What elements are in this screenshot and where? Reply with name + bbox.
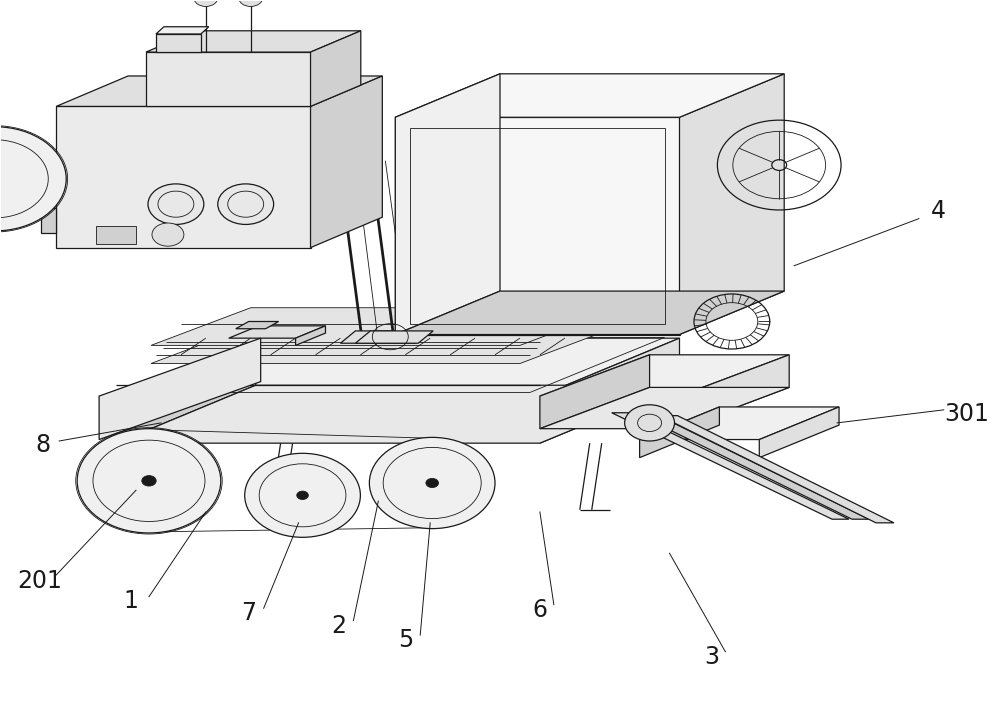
Polygon shape [395, 117, 680, 334]
Polygon shape [340, 331, 430, 343]
Polygon shape [540, 338, 680, 443]
Polygon shape [680, 355, 789, 429]
Polygon shape [612, 413, 849, 519]
Polygon shape [395, 291, 784, 334]
Circle shape [426, 478, 438, 488]
Polygon shape [96, 226, 136, 244]
Circle shape [239, 0, 263, 7]
Ellipse shape [0, 126, 66, 231]
Polygon shape [635, 413, 869, 519]
Polygon shape [660, 416, 894, 523]
Polygon shape [56, 106, 311, 248]
Polygon shape [540, 355, 789, 396]
Text: 2: 2 [331, 614, 346, 638]
Text: 5: 5 [398, 628, 413, 652]
Polygon shape [41, 208, 56, 233]
Polygon shape [116, 385, 680, 443]
Polygon shape [640, 407, 839, 440]
Polygon shape [156, 27, 209, 34]
Polygon shape [296, 326, 325, 345]
Circle shape [297, 491, 308, 499]
Polygon shape [146, 52, 311, 106]
Circle shape [148, 184, 204, 225]
Circle shape [625, 405, 675, 441]
Polygon shape [146, 31, 361, 52]
Text: 1: 1 [124, 589, 138, 613]
Circle shape [369, 438, 495, 529]
Circle shape [142, 475, 156, 486]
Polygon shape [680, 74, 784, 334]
Polygon shape [236, 321, 279, 329]
Circle shape [245, 454, 360, 537]
Circle shape [194, 0, 218, 7]
Text: 3: 3 [704, 645, 719, 669]
Polygon shape [151, 308, 620, 345]
Text: 301: 301 [944, 402, 989, 426]
Polygon shape [640, 407, 719, 458]
Text: 8: 8 [36, 433, 51, 457]
Polygon shape [540, 387, 789, 429]
Circle shape [77, 429, 221, 533]
Polygon shape [395, 74, 784, 117]
Polygon shape [151, 326, 620, 364]
Polygon shape [116, 338, 256, 443]
Polygon shape [759, 407, 839, 458]
Polygon shape [355, 331, 433, 343]
Polygon shape [156, 34, 201, 52]
Polygon shape [99, 338, 261, 440]
Polygon shape [116, 338, 680, 396]
Text: 4: 4 [931, 199, 946, 223]
Circle shape [152, 223, 184, 246]
Polygon shape [311, 31, 361, 106]
Text: 201: 201 [17, 569, 62, 593]
Text: 7: 7 [241, 601, 256, 625]
Polygon shape [56, 76, 382, 106]
Polygon shape [395, 74, 500, 334]
Polygon shape [540, 355, 650, 429]
Polygon shape [311, 76, 382, 248]
Text: 6: 6 [532, 598, 547, 622]
Circle shape [218, 184, 274, 225]
Polygon shape [229, 326, 325, 338]
